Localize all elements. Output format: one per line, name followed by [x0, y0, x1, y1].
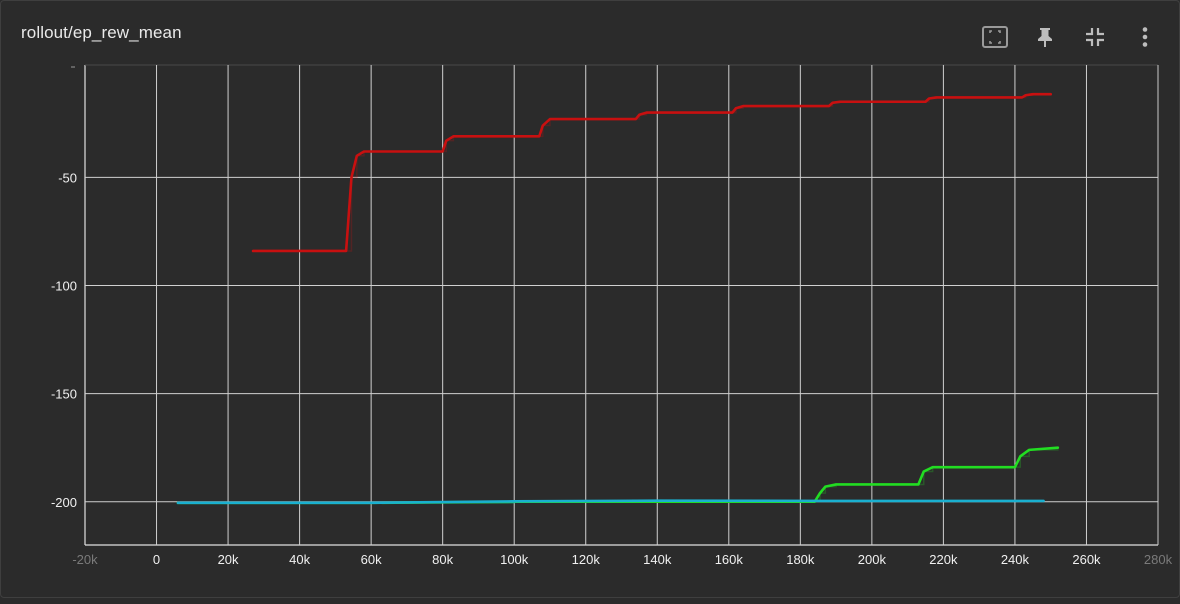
more-options-button[interactable] [1125, 21, 1165, 53]
x-tick-label: 100k [500, 552, 529, 567]
series-1-line[interactable] [176, 446, 1060, 505]
series-2-line[interactable] [176, 499, 1045, 505]
x-tick-label: 20k [218, 552, 239, 567]
y-tick-label: -100 [51, 279, 77, 294]
x-tick-label: 220k [929, 552, 958, 567]
x-tick-label: 120k [572, 552, 601, 567]
fit-domain-icon [982, 26, 1008, 48]
collapse-icon [1086, 28, 1104, 46]
series-0-line[interactable] [251, 92, 1052, 253]
x-tick-label: 180k [786, 552, 815, 567]
x-tick-label: 240k [1001, 552, 1030, 567]
pin-icon [1038, 28, 1052, 47]
series-0-raw-line [253, 93, 1051, 252]
x-tick-label: 200k [858, 552, 887, 567]
y-tick-label: -200 [51, 495, 77, 510]
y-tick-label: -50 [58, 170, 77, 185]
chart-toolbar [975, 21, 1165, 53]
chart-title: rollout/ep_rew_mean [21, 23, 182, 42]
x-tick-label: 280k [1144, 552, 1173, 567]
x-tick-label: -20k [72, 552, 98, 567]
pin-button[interactable] [1025, 21, 1065, 53]
x-tick-label: 80k [432, 552, 453, 567]
y-tick-label: -150 [51, 387, 77, 402]
more-vert-icon [1142, 27, 1148, 47]
x-tick-label: 60k [361, 552, 382, 567]
series-group [176, 92, 1060, 505]
x-tick-label: 40k [289, 552, 310, 567]
fit-domain-button[interactable] [975, 21, 1015, 53]
x-tick-label: 260k [1072, 552, 1101, 567]
x-tick-label: 160k [715, 552, 744, 567]
collapse-button[interactable] [1075, 21, 1115, 53]
series-1-raw-line [177, 447, 1059, 504]
x-tick-label: 140k [643, 552, 672, 567]
x-tick-label: 0 [153, 552, 160, 567]
